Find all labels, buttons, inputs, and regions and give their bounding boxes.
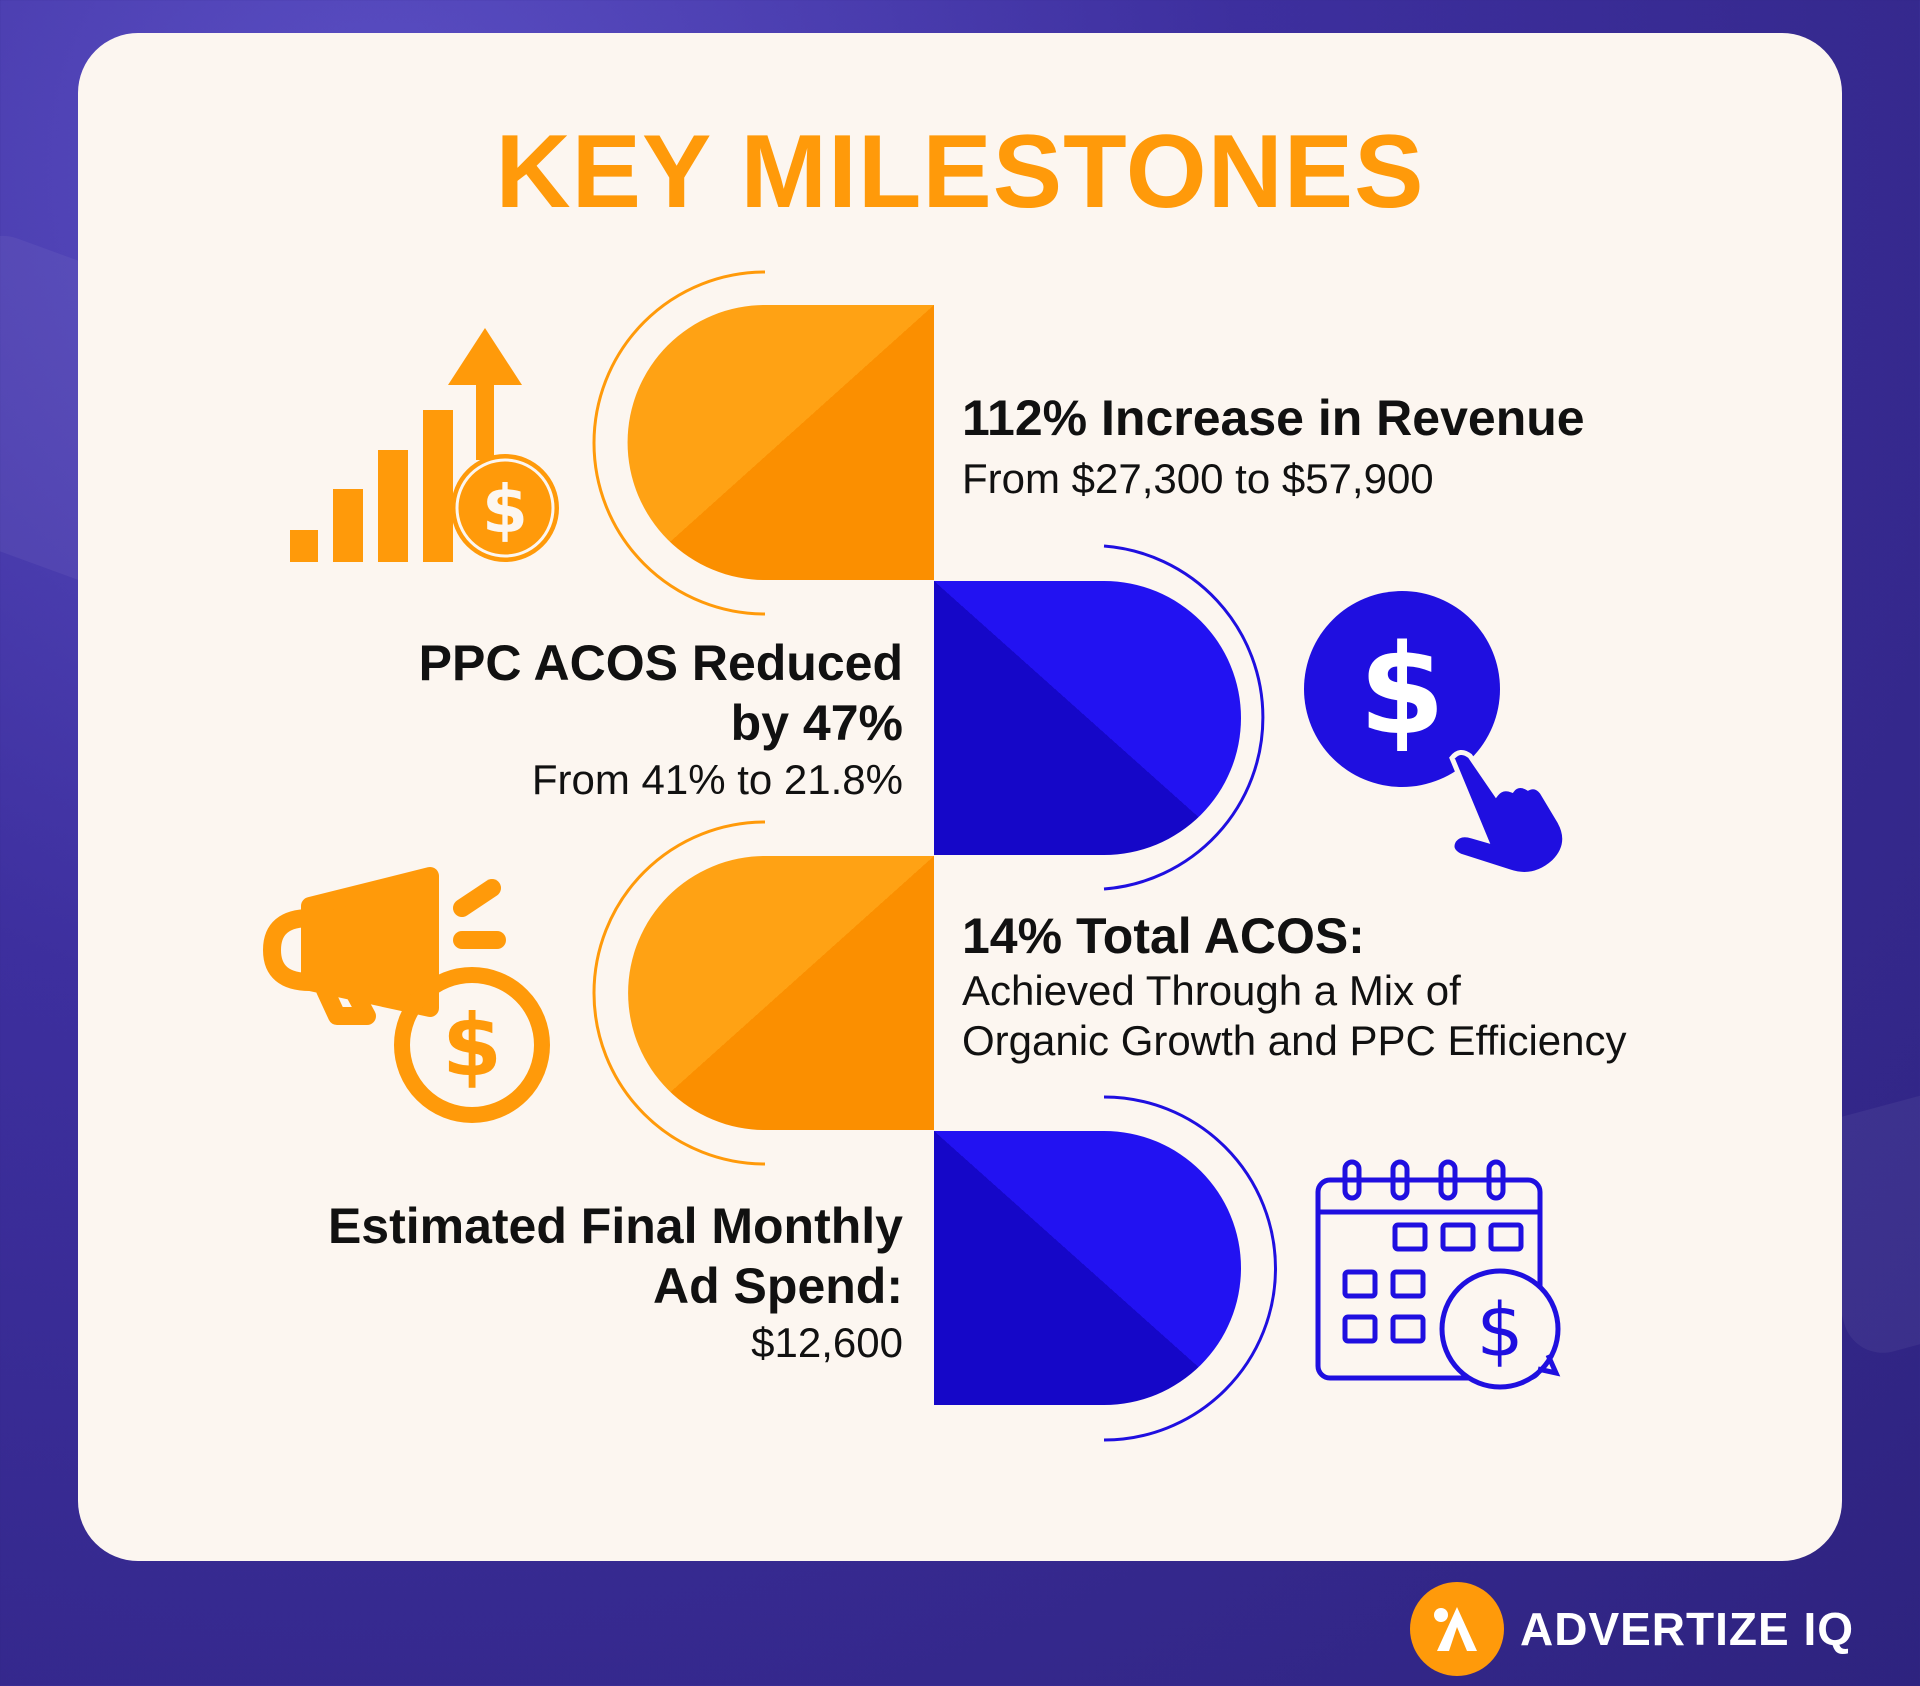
brand-logo: ADVERTIZE IQ	[1410, 1581, 1854, 1677]
milestone-2-heading-line2: by 47%	[730, 695, 903, 751]
milestone-3-detail-line1: Achieved Through a Mix of	[962, 967, 1461, 1014]
milestone-3-text: 14% Total ACOS: Achieved Through a Mix o…	[962, 906, 1627, 1067]
milestone-2-detail: From 41% to 21.8%	[531, 756, 903, 803]
brand-name: ADVERTIZE IQ	[1520, 1603, 1855, 1655]
milestone-1-heading: 112% Increase in Revenue	[962, 390, 1585, 446]
dollar-click-icon: $	[1304, 591, 1568, 877]
megaphone-dollar-icon: $	[263, 867, 550, 1123]
blue-arc-1	[1103, 544, 1265, 891]
milestone-2-text: PPC ACOS Reduced by 47% From 41% to 21.8…	[419, 633, 903, 805]
brand-logo-mark	[1410, 1582, 1504, 1676]
milestone-3-detail-line2: Organic Growth and PPC Efficiency	[962, 1017, 1627, 1065]
svg-text:$: $	[1476, 1288, 1523, 1374]
milestone-2-heading-line1: PPC ACOS Reduced	[418, 635, 903, 691]
svg-text:$: $	[482, 471, 528, 548]
svg-text:$: $	[442, 996, 502, 1096]
milestone-1-text: 112% Increase in Revenue From $27,300 to…	[962, 388, 1585, 504]
brand-mark-icon	[1434, 1607, 1477, 1651]
orange-arc-2	[592, 820, 766, 1166]
orange-arc-1	[592, 270, 766, 616]
milestone-4-detail: $12,600	[751, 1319, 903, 1366]
milestone-3-heading: 14% Total ACOS:	[962, 908, 1365, 964]
page-title: KEY MILESTONES	[495, 114, 1425, 230]
blue-arc-2	[1103, 1095, 1277, 1442]
orange-half-pill-2	[628, 856, 934, 1130]
milestone-1-detail: From $27,300 to $57,900	[962, 455, 1434, 502]
orange-half-pill-1	[627, 305, 934, 580]
milestone-4-heading-line2: Ad Spend:	[653, 1258, 903, 1314]
blue-half-pill-2	[934, 1131, 1241, 1405]
svg-text:$: $	[1359, 619, 1445, 763]
milestone-4-heading-line1: Estimated Final Monthly	[327, 1198, 903, 1254]
blue-half-pill-1	[934, 581, 1241, 855]
revenue-growth-icon: $	[290, 328, 559, 562]
milestone-4-text: Estimated Final Monthly Ad Spend: $12,60…	[328, 1196, 903, 1368]
calendar-dollar-icon: $	[1315, 1159, 1561, 1390]
